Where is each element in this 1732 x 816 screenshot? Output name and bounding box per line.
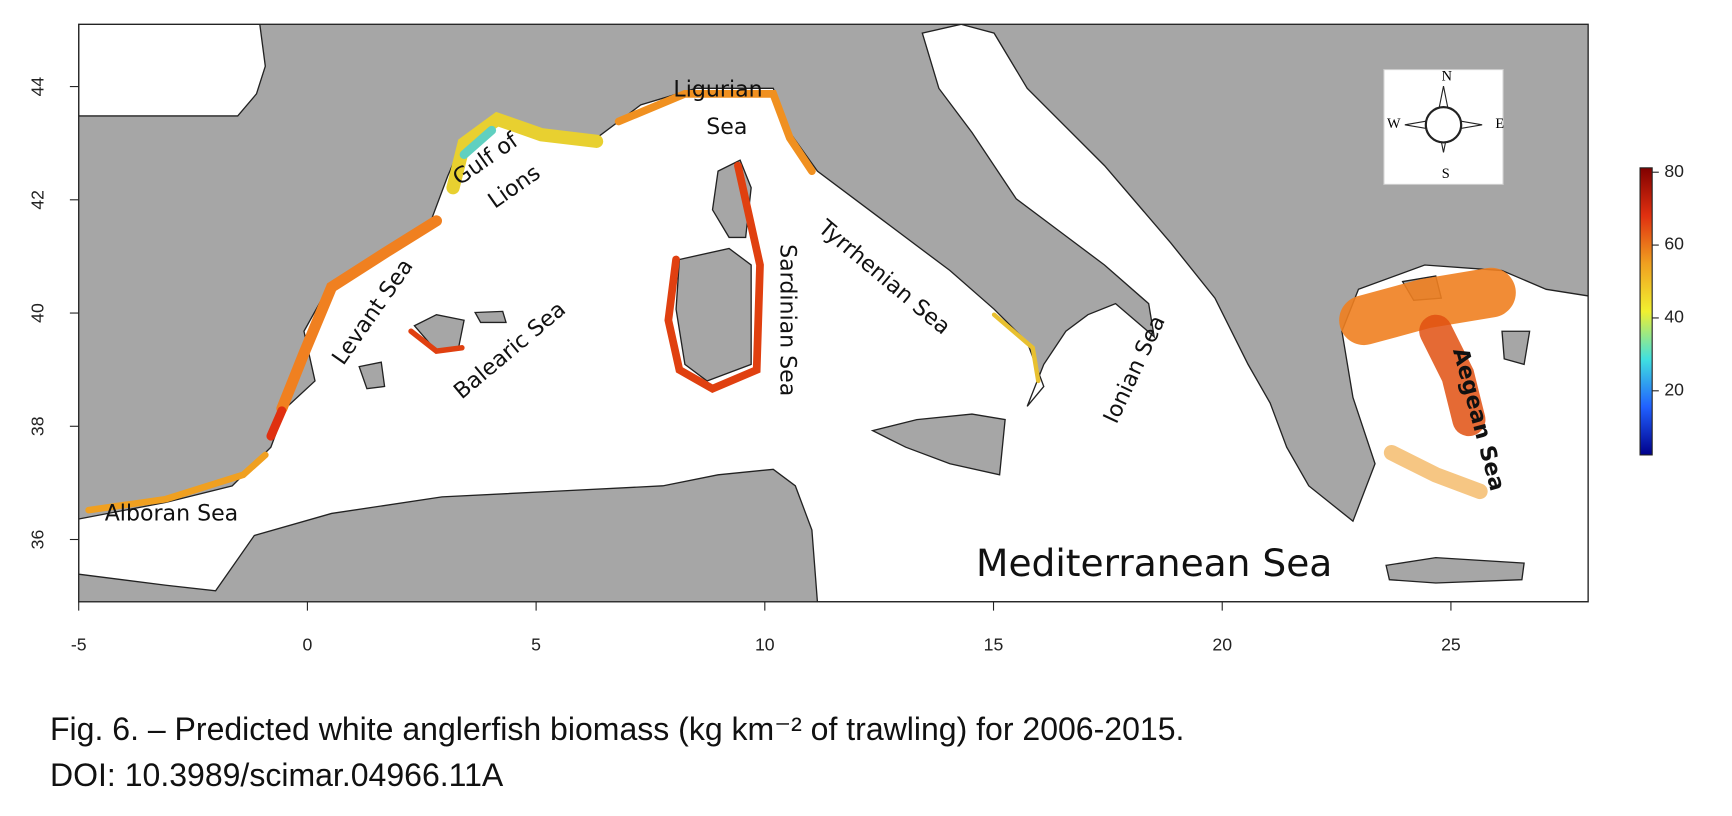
y-tick-label: 42 — [28, 190, 48, 210]
colorbar-tick-label: 40 — [1664, 307, 1684, 327]
x-tick-label: -5 — [71, 635, 87, 655]
map-label: Sea — [706, 115, 747, 140]
map-label: Ligurian — [673, 78, 762, 103]
x-tick-label: 15 — [984, 635, 1004, 655]
map-label: Sardinian Sea — [774, 244, 799, 396]
y-tick-label: 36 — [28, 530, 48, 550]
map-label: Alboran Sea — [105, 502, 239, 527]
x-tick-label: 20 — [1212, 635, 1232, 655]
x-tick-label: 5 — [531, 635, 541, 655]
compass — [1383, 69, 1504, 185]
x-tick-label: 10 — [755, 635, 775, 655]
colorbar-tick-label: 80 — [1664, 161, 1684, 181]
x-tick-label: 0 — [302, 635, 312, 655]
y-tick-label: 38 — [28, 416, 48, 436]
colorbar-tick-label: 20 — [1664, 379, 1684, 399]
caption: Fig. 6. – Predicted white anglerfish bio… — [50, 711, 1184, 747]
biomass — [85, 89, 1516, 514]
map — [78, 24, 1589, 602]
compass-letter: S — [1442, 166, 1450, 182]
compass-letter: N — [1442, 69, 1453, 85]
colorbar-tick-label: 60 — [1664, 234, 1684, 254]
x-tick-label: 25 — [1441, 635, 1461, 655]
atlantic — [78, 24, 266, 117]
map-label: Mediterranean Sea — [976, 541, 1332, 585]
y-tick-label: 40 — [28, 303, 48, 323]
compass-letter: W — [1387, 116, 1401, 132]
y-tick-label: 44 — [28, 77, 48, 97]
colorbar — [1639, 167, 1653, 456]
caption: DOI: 10.3989/scimar.04966.11A — [50, 757, 504, 793]
compass-letter: E — [1495, 116, 1504, 132]
